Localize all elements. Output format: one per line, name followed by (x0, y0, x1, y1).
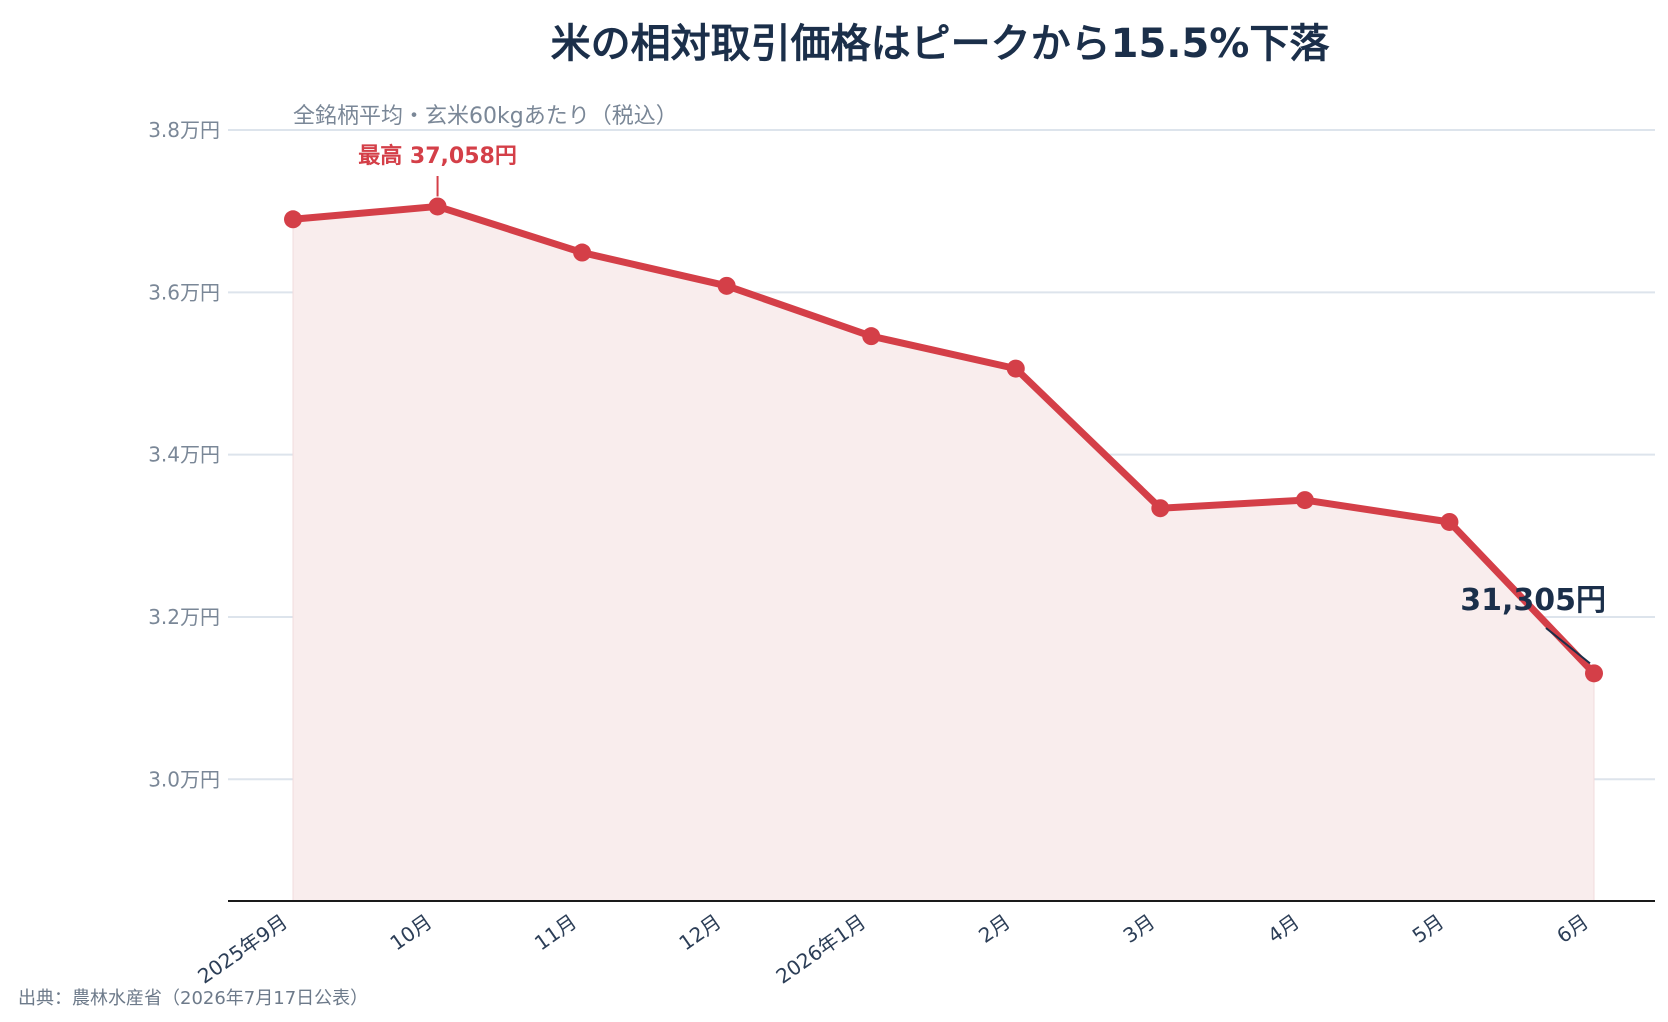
x-tick-label: 11月 (530, 909, 581, 955)
x-tick-label: 5月 (1408, 909, 1449, 947)
annotations: 最高 37,058円 31,305円 (358, 143, 1606, 665)
data-point (717, 276, 736, 295)
data-point (1151, 499, 1170, 518)
y-tick-label: 3.4万円 (148, 443, 220, 467)
data-point (862, 327, 881, 346)
source-note: 出典：農林水産省（2026年7月17日公表） (18, 988, 368, 1009)
data-point (284, 210, 302, 229)
x-tick-label: 6月 (1552, 909, 1593, 947)
x-axis-ticks: 2025年9月 10月 11月 12月 2026年1月 2月 3月 4月 5月 6月 (193, 909, 1593, 988)
data-point (1295, 491, 1314, 510)
series-line (289, 202, 1598, 677)
chart-title: 米の相対取引価格はピークから15.5%下落 (551, 21, 1331, 67)
chart-subtitle: 全銘柄平均・玄米60kgあたり（税込） (293, 104, 678, 129)
data-point (1585, 664, 1603, 683)
last-value-annotation: 31,305円 (1460, 583, 1606, 618)
y-axis-ticks: 3.0万円 3.2万円 3.4万円 3.6万円 3.8万円 (148, 118, 220, 791)
area-fill-group (292, 205, 1595, 902)
line-group (284, 197, 1603, 683)
area-fill (292, 205, 1595, 902)
y-tick-label: 3.6万円 (148, 280, 220, 304)
x-tick-label: 3月 (1119, 909, 1160, 947)
x-tick-label: 10月 (385, 909, 436, 955)
y-tick-label: 3.0万円 (148, 767, 220, 791)
y-tick-label: 3.8万円 (148, 118, 220, 142)
y-tick-label: 3.2万円 (148, 605, 220, 629)
peak-annotation: 最高 37,058円 (358, 143, 517, 169)
x-tick-label: 2月 (974, 909, 1015, 947)
data-point (1440, 512, 1459, 531)
x-tick-label: 4月 (1263, 909, 1304, 947)
data-point (428, 197, 447, 216)
data-point (573, 243, 592, 262)
last-value-connector (1545, 627, 1591, 665)
x-tick-label: 2026年1月 (771, 909, 870, 988)
data-point (1006, 359, 1025, 378)
x-tick-label: 12月 (675, 909, 726, 955)
x-tick-label: 2025年9月 (193, 909, 292, 988)
